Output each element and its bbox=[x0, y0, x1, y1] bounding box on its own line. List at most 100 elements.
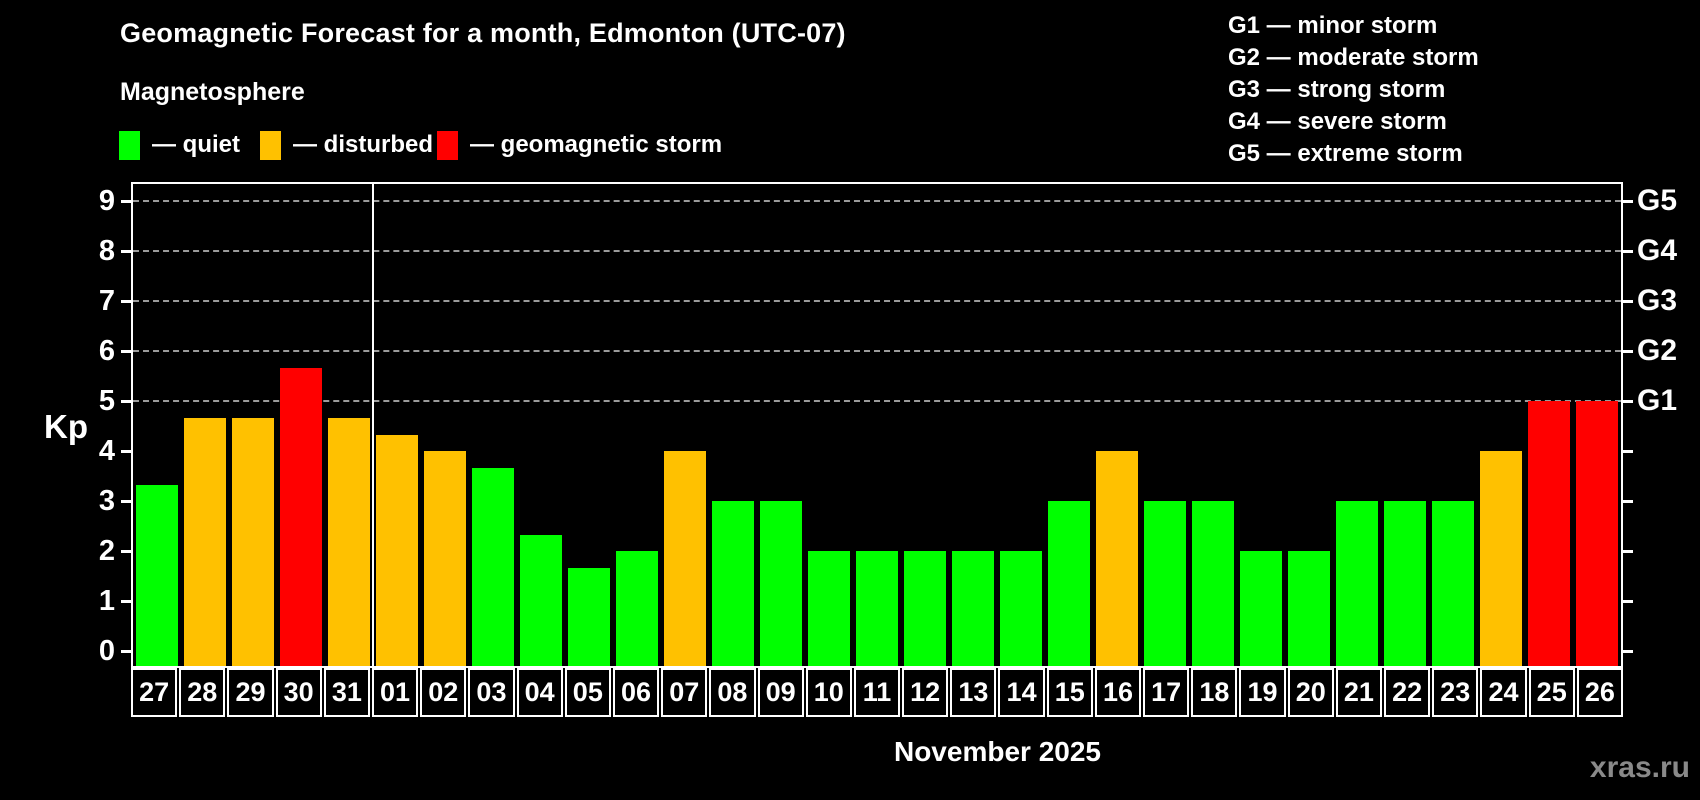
g-level-label-g4: G4 bbox=[1637, 234, 1678, 267]
date-cell-04: 04 bbox=[516, 668, 563, 717]
date-cell-23: 23 bbox=[1432, 668, 1479, 717]
month-separator bbox=[372, 184, 374, 666]
g-level-label-g1: G1 bbox=[1637, 384, 1678, 417]
date-cell-07: 07 bbox=[661, 668, 708, 717]
gridline-kp-6 bbox=[133, 350, 1621, 352]
chart-title: Geomagnetic Forecast for a month, Edmont… bbox=[120, 18, 846, 48]
date-cell-25: 25 bbox=[1528, 668, 1575, 717]
bar-day-20 bbox=[1288, 551, 1330, 666]
bar-day-10 bbox=[808, 551, 850, 666]
legend-label-storm: — geomagnetic storm bbox=[470, 131, 723, 158]
bar-day-17 bbox=[1144, 501, 1186, 666]
bar-day-13 bbox=[952, 551, 994, 666]
legend-item-storm: — geomagnetic storm bbox=[437, 130, 722, 160]
bar-day-09 bbox=[760, 501, 802, 666]
g-scale-line-g5: G5 — extreme storm bbox=[1228, 140, 1463, 167]
bar-day-06 bbox=[616, 551, 658, 666]
quiet-color-swatch bbox=[119, 130, 140, 160]
bar-day-28 bbox=[184, 417, 226, 666]
date-cell-06: 06 bbox=[612, 668, 660, 717]
bar-day-15 bbox=[1048, 501, 1090, 666]
date-cell-19: 19 bbox=[1239, 668, 1286, 717]
y-tick-left-9 bbox=[121, 200, 131, 203]
g-scale-line-g1: G1 — minor storm bbox=[1228, 12, 1438, 39]
date-cell-31: 31 bbox=[323, 668, 370, 717]
date-cell-11: 11 bbox=[853, 668, 901, 717]
g-scale-line-g4: G4 — severe storm bbox=[1228, 108, 1447, 135]
date-cell-30: 30 bbox=[275, 668, 322, 717]
bar-day-23 bbox=[1432, 501, 1474, 666]
watermark: xras.ru bbox=[1589, 751, 1690, 784]
date-cell-26: 26 bbox=[1576, 668, 1623, 717]
bar-day-18 bbox=[1192, 501, 1234, 666]
gridline-kp-8 bbox=[133, 250, 1621, 252]
bar-day-30 bbox=[280, 367, 322, 666]
y-tick-label-4: 4 bbox=[98, 435, 115, 467]
date-cell-24: 24 bbox=[1480, 668, 1527, 717]
y-tick-left-6 bbox=[121, 350, 131, 353]
y-axis-label: Kp bbox=[44, 408, 88, 445]
chart-subtitle: Magnetosphere bbox=[120, 78, 305, 106]
y-tick-right-8 bbox=[1623, 250, 1633, 253]
bar-day-03 bbox=[472, 467, 514, 666]
y-tick-label-0: 0 bbox=[98, 635, 115, 667]
bar-day-25 bbox=[1528, 401, 1570, 666]
bar-day-21 bbox=[1336, 501, 1378, 666]
date-cell-22: 22 bbox=[1384, 668, 1431, 717]
date-cell-16: 16 bbox=[1094, 668, 1142, 717]
plot-area: 0 1 2 3 4 5 6 7 8 9 G1 G2 G3 G4 G5 bbox=[99, 182, 1677, 668]
date-cell-21: 21 bbox=[1335, 668, 1383, 717]
bar-day-12 bbox=[904, 551, 946, 666]
y-tick-right-0 bbox=[1623, 650, 1633, 653]
date-cell-20: 20 bbox=[1287, 668, 1334, 717]
y-tick-left-7 bbox=[121, 300, 131, 303]
y-tick-label-6: 6 bbox=[98, 335, 115, 367]
x-axis-month-label: November 2025 bbox=[893, 736, 1101, 767]
date-cell-03: 03 bbox=[468, 668, 515, 717]
disturbed-color-swatch bbox=[260, 130, 281, 160]
bar-day-14 bbox=[1000, 551, 1042, 666]
y-tick-left-1 bbox=[121, 600, 131, 603]
bar-day-24 bbox=[1480, 451, 1522, 666]
y-tick-label-3: 3 bbox=[98, 485, 115, 517]
bar-day-16 bbox=[1096, 451, 1138, 666]
y-tick-right-1 bbox=[1623, 600, 1633, 603]
legend-label-disturbed: — disturbed bbox=[293, 131, 434, 158]
y-tick-right-3 bbox=[1623, 500, 1633, 503]
date-cell-29: 29 bbox=[227, 668, 274, 717]
y-tick-right-4 bbox=[1623, 450, 1633, 453]
legend-item-quiet: — quiet bbox=[119, 130, 240, 160]
bar-day-08 bbox=[712, 501, 754, 666]
gridline-kp-9 bbox=[133, 200, 1621, 202]
date-cell-02: 02 bbox=[420, 668, 467, 717]
y-tick-label-7: 7 bbox=[98, 285, 115, 317]
storm-color-swatch bbox=[437, 130, 458, 160]
y-tick-label-8: 8 bbox=[98, 235, 115, 267]
date-cell-10: 10 bbox=[805, 668, 852, 717]
date-cell-01: 01 bbox=[371, 668, 419, 717]
y-tick-right-5 bbox=[1623, 400, 1633, 403]
y-tick-left-2 bbox=[121, 550, 131, 553]
g-level-label-g3: G3 bbox=[1637, 284, 1678, 317]
date-cell-18: 18 bbox=[1191, 668, 1238, 717]
date-cell-08: 08 bbox=[709, 668, 756, 717]
y-tick-right-6 bbox=[1623, 350, 1633, 353]
date-cell-13: 13 bbox=[950, 668, 997, 717]
y-tick-left-5 bbox=[121, 400, 131, 403]
date-cell-14: 14 bbox=[998, 668, 1045, 717]
gridline-kp-7 bbox=[133, 300, 1621, 302]
g-scale-line-g2: G2 — moderate storm bbox=[1228, 44, 1479, 71]
bar-day-22 bbox=[1384, 501, 1426, 666]
y-tick-right-7 bbox=[1623, 300, 1633, 303]
bar-day-05 bbox=[568, 567, 610, 666]
x-axis-date-row: 27 28 29 30 31 01 02 03 04 05 06 07 08 09 10 11 12 13 14 15… bbox=[131, 668, 1623, 717]
bar-day-29 bbox=[232, 417, 274, 666]
y-tick-left-0 bbox=[121, 650, 131, 653]
y-tick-right-2 bbox=[1623, 550, 1633, 553]
g-level-label-g5: G5 bbox=[1637, 184, 1678, 217]
legend-item-disturbed: — disturbed bbox=[260, 130, 433, 160]
g-scale-legend: G1 — minor storm G2 — moderate storm G3 … bbox=[1228, 10, 1479, 170]
date-cell-15: 15 bbox=[1046, 668, 1093, 717]
legend-label-quiet: — quiet bbox=[152, 131, 240, 158]
